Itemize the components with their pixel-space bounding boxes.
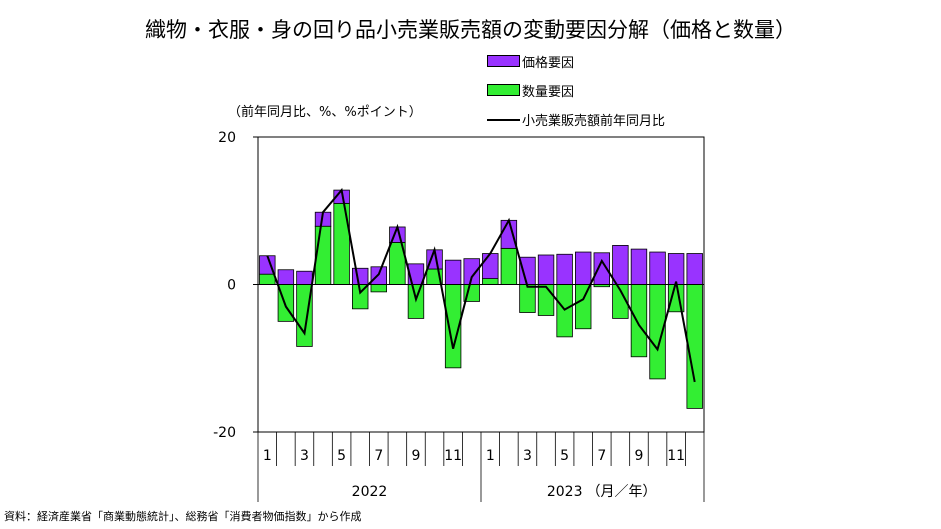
x-month-label: 5 (337, 448, 346, 464)
x-year-label-2022: 2022 (352, 484, 388, 500)
bar-quantity (575, 284, 592, 330)
sales-line (266, 187, 696, 383)
bar-price (519, 256, 536, 285)
x-year-label-2023: 2023 (547, 484, 583, 500)
bar-price (500, 219, 518, 249)
bar-quantity (537, 284, 555, 316)
x-month-label: 11 (667, 448, 685, 464)
bar-quantity (630, 284, 648, 358)
x-month-label: 7 (597, 448, 606, 464)
x-axis-suffix: （月／年） (587, 484, 657, 500)
bar-quantity (500, 247, 518, 285)
source-note: 資料：経済産業省「商業動態統計」、総務省「消費者物価指数」から作成 (4, 510, 362, 523)
bar-quantity (519, 284, 536, 313)
bar-price (649, 251, 666, 285)
y-axis-unit-label: （前年同月比、%、%ポイント） (228, 105, 422, 120)
legend-quantity-swatch (487, 84, 520, 96)
x-month-label: 7 (374, 448, 383, 464)
y-tick-label: 20 (218, 130, 236, 146)
x-month-label: 5 (560, 448, 569, 464)
bar-price (277, 269, 295, 285)
bar-price (575, 251, 592, 285)
bar-quantity (370, 284, 387, 293)
legend-price-label: 価格要因 (522, 56, 575, 71)
bar-quantity (314, 225, 332, 285)
bar-price (482, 253, 499, 279)
legend-price-swatch (487, 55, 520, 67)
y-tick-label: -20 (213, 425, 236, 441)
x-month-label: 11 (444, 448, 462, 464)
legend-quantity-label: 数量要因 (522, 85, 575, 100)
x-month-label: 3 (300, 448, 309, 464)
chart-title: 織物・衣服・身の回り品小売業販売額の変動要因分解（価格と数量） (145, 18, 796, 42)
bar-price (630, 248, 648, 285)
bar-price (612, 245, 629, 285)
bar-price (537, 254, 555, 285)
x-month-label: 9 (634, 448, 643, 464)
bar-price (296, 270, 313, 285)
legend-sales-line (487, 119, 520, 121)
x-month-label: 9 (411, 448, 420, 464)
x-month-label: 1 (263, 448, 272, 464)
bar-price (556, 253, 573, 285)
bar-price (667, 253, 685, 285)
legend-sales-label: 小売業販売額前年同月比 (522, 114, 666, 129)
bar-quantity (686, 284, 703, 409)
x-month-label: 3 (523, 448, 532, 464)
bar-price (370, 266, 387, 285)
bar-price (444, 259, 462, 285)
bar-quantity (259, 273, 276, 285)
bar-price (352, 267, 369, 285)
bar-quantity (482, 278, 499, 285)
y-tick-label: 0 (227, 278, 236, 294)
bar-price (686, 253, 703, 285)
x-month-label: 1 (486, 448, 495, 464)
